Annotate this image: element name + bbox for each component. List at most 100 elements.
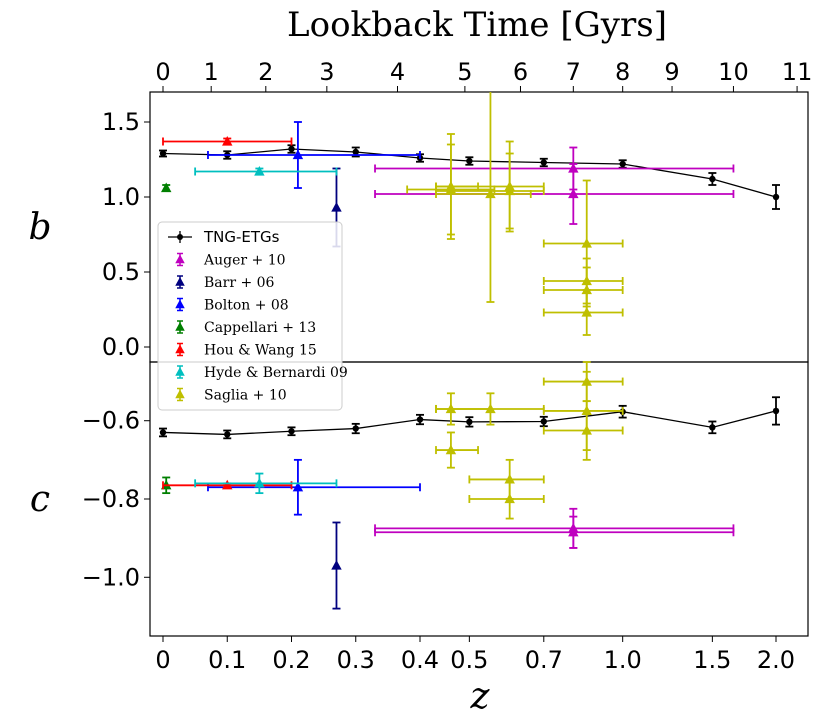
panel-c: −1.0 −0.8 −0.6 bbox=[82, 361, 809, 637]
data-point bbox=[331, 560, 342, 570]
legend-label: Barr + 06 bbox=[204, 275, 275, 291]
series-bolton-08 bbox=[207, 458, 421, 516]
bottom-tick-label: 0.4 bbox=[401, 646, 439, 674]
data-point bbox=[159, 150, 167, 157]
series-auger-10 bbox=[374, 146, 735, 225]
bottom-tick-label: 0.7 bbox=[525, 646, 563, 674]
legend-marker bbox=[175, 344, 185, 354]
bottom-axis: 0 0.1 0.2 0.3 0.4 0.5 0.7 1.0 1.5 2.0 bbox=[155, 636, 795, 674]
bottom-tick-label: 0 bbox=[155, 646, 170, 674]
panel-b: 0.0 0.5 1.0 1.5 bbox=[102, 91, 809, 363]
legend-entry: Bolton + 08 bbox=[175, 298, 289, 314]
data-point bbox=[288, 428, 295, 435]
series-saglia-10 bbox=[435, 361, 624, 520]
bottom-tick-label: 0.3 bbox=[337, 646, 375, 674]
legend-entry: Cappellari + 13 bbox=[175, 320, 316, 336]
data-point bbox=[581, 238, 592, 248]
legend-marker bbox=[177, 234, 183, 240]
legend-marker bbox=[175, 389, 185, 399]
top-tick-label: 2 bbox=[258, 58, 273, 86]
series-hyde-bernardi-09 bbox=[194, 472, 338, 495]
legend-frame bbox=[157, 221, 343, 411]
data-point bbox=[485, 403, 496, 414]
legend-label: Hou & Wang 15 bbox=[204, 343, 317, 359]
data-point bbox=[352, 148, 359, 156]
data-point bbox=[619, 160, 626, 168]
data-point bbox=[568, 188, 579, 199]
bottom-tick-label: 2.0 bbox=[757, 646, 795, 674]
series-bolton-08 bbox=[207, 121, 421, 189]
data-point bbox=[254, 166, 265, 176]
data-point bbox=[581, 425, 592, 435]
series-line bbox=[162, 410, 777, 436]
data-point bbox=[540, 418, 547, 425]
y-tick-label: 0.0 bbox=[102, 333, 140, 361]
y-tick-label: −1.0 bbox=[82, 563, 140, 591]
data-point bbox=[466, 418, 473, 426]
legend: TNG-ETGs Auger + 10 Barr + 06 Bolton + 08 Ca… bbox=[157, 221, 348, 411]
bottom-tick-label: 1.5 bbox=[693, 646, 731, 674]
top-tick-label: 4 bbox=[390, 58, 405, 86]
legend-entry: Hou & Wang 15 bbox=[175, 343, 317, 359]
series-barr-06 bbox=[331, 521, 342, 610]
top-tick-label: 3 bbox=[319, 58, 334, 86]
legend-label: Auger + 10 bbox=[203, 253, 286, 269]
y-tick-label: −0.8 bbox=[82, 485, 140, 513]
top-tick-label: 11 bbox=[782, 58, 813, 86]
top-tick-label: 8 bbox=[615, 58, 630, 86]
series-line bbox=[162, 148, 777, 198]
data-point bbox=[288, 145, 295, 153]
series-auger-10 bbox=[374, 507, 735, 549]
bottom-tick-label: 0.5 bbox=[450, 646, 488, 674]
data-point bbox=[352, 425, 359, 432]
data-point bbox=[504, 493, 515, 504]
data-point bbox=[709, 424, 716, 431]
legend-marker bbox=[175, 254, 185, 264]
data-point bbox=[331, 202, 342, 212]
y-tick-label: 0.5 bbox=[102, 258, 140, 286]
top-axis: 0 1 2 3 4 5 6 7 8 9 10 11 bbox=[155, 58, 812, 92]
legend-entry: Barr + 06 bbox=[175, 275, 275, 291]
top-tick-label: 5 bbox=[457, 58, 472, 86]
data-point bbox=[160, 182, 172, 193]
legend-label: Saglia + 10 bbox=[204, 388, 287, 404]
data-point bbox=[504, 185, 515, 196]
legend-label: Hyde & Bernardi 09 bbox=[204, 365, 348, 381]
legend-entry: Saglia + 10 bbox=[175, 388, 287, 404]
top-tick-label: 1 bbox=[204, 58, 219, 86]
top-tick-label: 0 bbox=[155, 58, 170, 86]
series-saglia-10 bbox=[406, 92, 624, 336]
data-point bbox=[772, 407, 780, 415]
top-tick-label: 10 bbox=[718, 58, 749, 86]
data-point bbox=[581, 307, 592, 317]
legend-entry: Auger + 10 bbox=[175, 253, 286, 269]
legend-marker bbox=[175, 299, 185, 309]
y-tick-label: 1.0 bbox=[102, 183, 140, 211]
y-tick-label: 1.5 bbox=[102, 108, 140, 136]
data-point bbox=[709, 175, 716, 183]
series-cappellari-13 bbox=[160, 182, 172, 193]
data-point bbox=[224, 431, 231, 438]
legend-entry: Hyde & Bernardi 09 bbox=[175, 365, 348, 381]
legend-label: TNG-ETGs bbox=[203, 228, 280, 246]
data-point bbox=[416, 416, 424, 423]
legend-marker bbox=[175, 367, 185, 376]
data-point bbox=[254, 477, 265, 488]
data-point bbox=[222, 479, 233, 490]
top-tick-label: 7 bbox=[566, 58, 581, 86]
data-point bbox=[222, 136, 233, 146]
chart-title: Lookback Time [Gyrs] bbox=[287, 5, 667, 45]
series-hou-wang-15 bbox=[162, 136, 293, 146]
data-point bbox=[445, 444, 457, 455]
data-point bbox=[485, 188, 496, 199]
y-tick-label: −0.6 bbox=[82, 407, 140, 435]
legend-entry: TNG-ETGs bbox=[168, 228, 280, 246]
legend-marker bbox=[175, 322, 185, 331]
bottom-tick-label: 1.0 bbox=[604, 646, 642, 674]
y-axis-label-b: b bbox=[28, 207, 51, 248]
series-hyde-bernardi-09 bbox=[194, 166, 338, 176]
data-point bbox=[292, 149, 304, 160]
data-point bbox=[292, 481, 304, 492]
data-point bbox=[159, 429, 167, 436]
